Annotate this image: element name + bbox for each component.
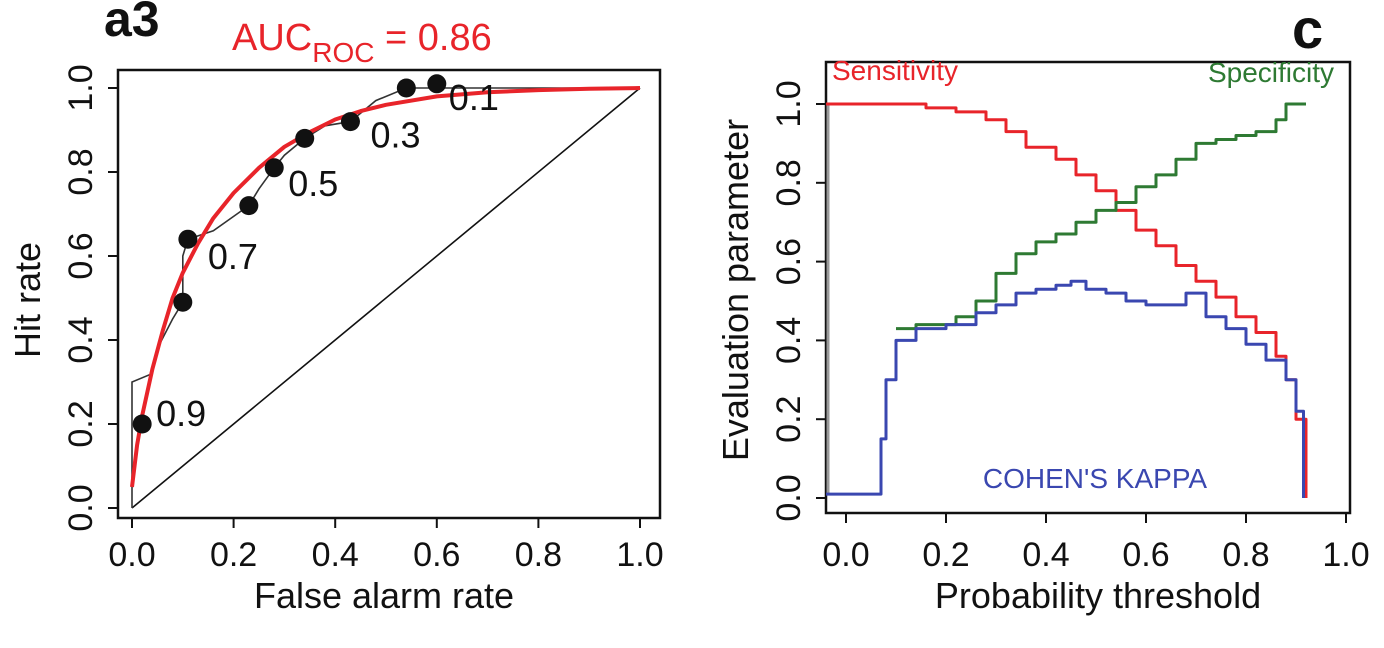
- y-tick-label: 0.0: [62, 484, 100, 531]
- threshold-point: [340, 112, 360, 132]
- x-tick-label: 1.0: [1322, 536, 1369, 574]
- x-axis-label: Probability threshold: [935, 575, 1261, 616]
- threshold-label: 0.5: [288, 163, 338, 204]
- auc-subscript: ROC: [312, 37, 374, 68]
- panel-label-a3: a3: [104, 0, 160, 47]
- y-tick-label: 0.8: [770, 159, 808, 206]
- y-tick-label: 0.2: [770, 396, 808, 443]
- threshold-point: [396, 78, 416, 98]
- threshold-point: [264, 158, 284, 178]
- y-tick-label: 0.6: [770, 238, 808, 285]
- threshold-label: 0.7: [208, 236, 258, 277]
- specificity-line: [896, 102, 1306, 331]
- cohen-s-kappa-label: COHEN'S KAPPA: [983, 463, 1208, 494]
- y-tick-label: 0.8: [62, 148, 100, 195]
- x-tick-label: 0.8: [515, 536, 562, 574]
- threshold-point: [173, 292, 193, 312]
- threshold-point: [295, 128, 315, 148]
- roc-chart: 0.0 0.2 0.4 0.6 0.8 1.0 0.0 0.2 0.4 0.6 0.8 1.0 Fals…: [7, 64, 664, 616]
- panel-label-c: c: [1292, 0, 1323, 60]
- sensitivity-line: [826, 102, 1308, 498]
- threshold-point: [427, 74, 447, 94]
- x-tick-label: 0.8: [1222, 536, 1269, 574]
- reference-line: [131, 87, 641, 509]
- x-tick-label: 0.0: [822, 536, 869, 574]
- threshold-label: 0.3: [370, 115, 420, 156]
- y-tick-label: 1.0: [62, 64, 100, 111]
- threshold-chart: 0.0 0.2 0.4 0.6 0.8 1.0 0.0 0.2 0.4 0.6 0.8 1.0 Prob…: [715, 55, 1370, 616]
- x-tick-label: 0.4: [1022, 536, 1069, 574]
- threshold-label: 0.9: [156, 393, 206, 434]
- threshold-point: [132, 414, 152, 434]
- plot-frame: [116, 68, 662, 520]
- x-tick-label: 0.0: [108, 536, 155, 574]
- sensitivity-label: Sensitivity: [832, 55, 958, 86]
- threshold-label: 0.1: [449, 77, 499, 118]
- threshold-point: [239, 196, 259, 216]
- x-tick-label: 0.2: [922, 536, 969, 574]
- x-tick-label: 1.0: [616, 536, 663, 574]
- x-tick-label: 0.2: [210, 536, 257, 574]
- y-tick-label: 0.6: [62, 232, 100, 279]
- y-tick-label: 0.2: [62, 400, 100, 447]
- x-tick-label: 0.6: [1122, 536, 1169, 574]
- auc-annotation: AUCROC = 0.86: [232, 17, 492, 68]
- fitted-roc-curve: [130, 86, 641, 488]
- specificity-label: Specificity: [1208, 57, 1334, 88]
- y-tick-label: 0.4: [770, 317, 808, 364]
- plot-frame: [824, 60, 1352, 515]
- auc-suffix: = 0.86: [374, 17, 491, 59]
- auc-prefix: AUC: [232, 17, 312, 59]
- y-tick-label: 0.4: [62, 316, 100, 363]
- y-axis-label: Hit rate: [7, 242, 48, 358]
- x-axis-label: False alarm rate: [254, 575, 514, 616]
- x-tick-label: 0.6: [413, 536, 460, 574]
- x-tick-label: 0.4: [312, 536, 359, 574]
- threshold-point: [178, 229, 198, 249]
- y-tick-label: 1.0: [770, 80, 808, 127]
- cohen-s-kappa-line: [826, 279, 1305, 498]
- y-axis-label: Evaluation parameter: [715, 119, 756, 461]
- y-tick-label: 0.0: [770, 474, 808, 521]
